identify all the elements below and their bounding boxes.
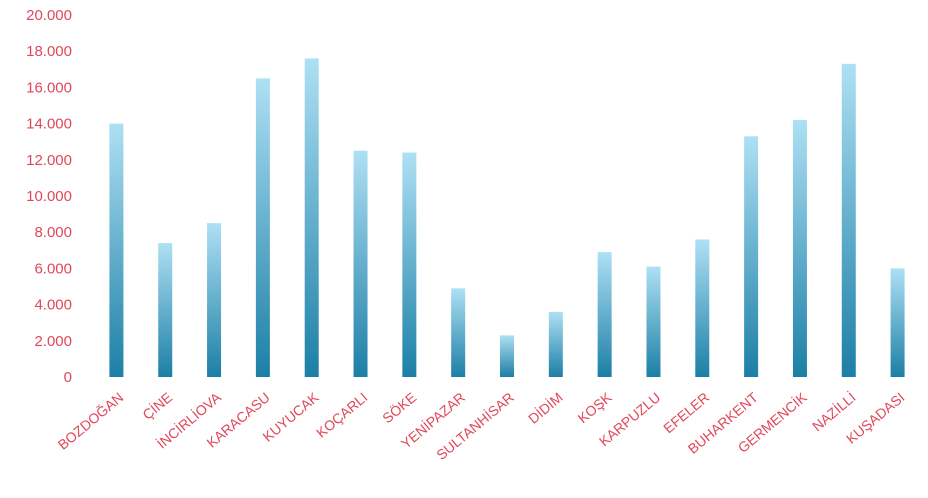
bar-4 <box>304 58 319 377</box>
y-tick-label: 0 <box>64 369 72 386</box>
x-tick-label: SÖKE <box>379 388 420 426</box>
y-tick-label: 6.000 <box>34 260 72 277</box>
y-tick-label: 18.000 <box>26 43 72 60</box>
y-tick-label: 14.000 <box>26 116 72 133</box>
y-tick-label: 20.000 <box>26 7 72 24</box>
x-tick-label: KOŞK <box>574 389 615 427</box>
x-tick-label: ÇİNE <box>139 388 176 423</box>
bar-0 <box>109 123 124 377</box>
bar-14 <box>792 119 807 377</box>
y-tick-label: 10.000 <box>26 188 72 205</box>
x-tick-label: KOÇARLI <box>313 389 370 441</box>
bar-12 <box>695 239 710 377</box>
bar-7 <box>451 288 466 377</box>
y-tick-label: 12.000 <box>26 152 72 169</box>
bar-8 <box>500 335 514 377</box>
y-tick-label: 8.000 <box>34 224 72 241</box>
y-tick-label: 2.000 <box>34 333 72 350</box>
y-tick-label: 16.000 <box>26 79 72 96</box>
x-axis: BOZDOĞAN ÇİNEİNCİRLİOVAKARACASUKUYUCAKKOÇ… <box>55 388 908 463</box>
bar-2 <box>207 223 222 377</box>
bar-1 <box>158 243 173 377</box>
bar-6 <box>402 152 417 377</box>
bars <box>109 58 905 378</box>
bar-15 <box>841 63 856 378</box>
bar-16 <box>890 268 905 377</box>
y-tick-label: 4.000 <box>34 297 72 314</box>
x-tick-label: DİDİM <box>524 388 565 427</box>
bar-11 <box>646 266 661 377</box>
bar-13 <box>744 136 759 377</box>
y-axis: 0 2.000 4.000 6.000 8.000 10.000 12.000 14.000 1… <box>26 7 72 386</box>
bar-10 <box>597 252 612 377</box>
x-tick-label: BOZDOĞAN <box>55 389 127 453</box>
bar-5 <box>353 150 368 377</box>
bar-3 <box>255 78 270 377</box>
bar-9 <box>548 311 563 377</box>
